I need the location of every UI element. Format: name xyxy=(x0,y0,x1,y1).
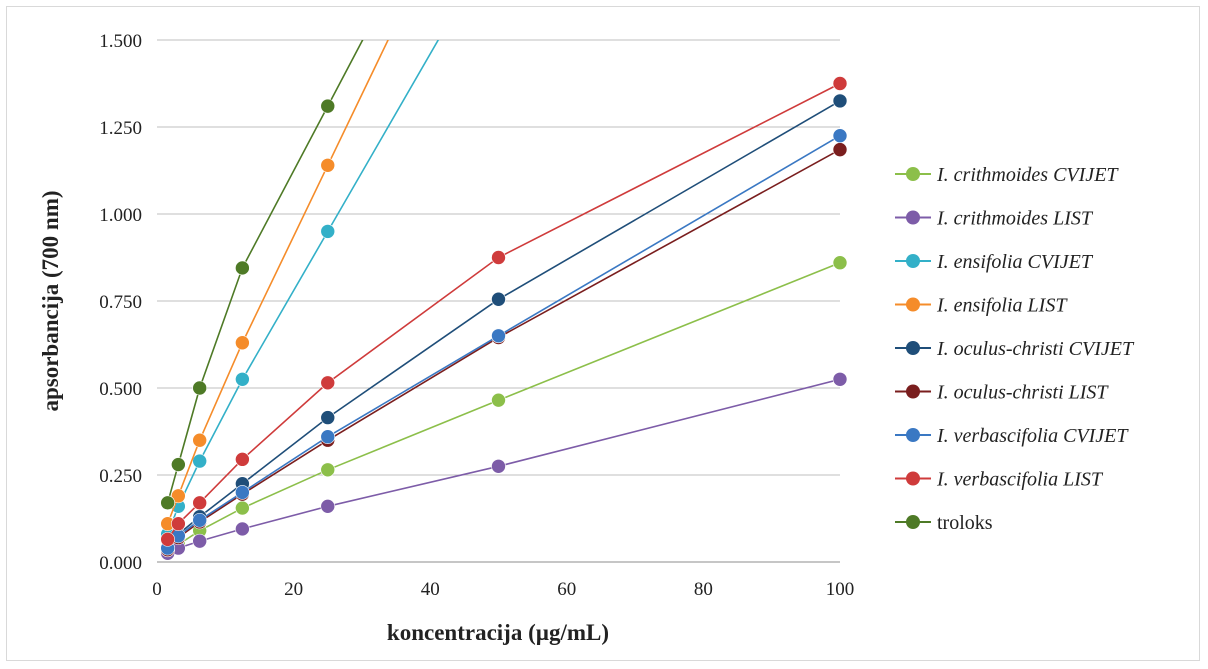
legend-label: I. crithmoides LIST xyxy=(936,208,1094,230)
data-point xyxy=(832,128,848,143)
series-5 xyxy=(160,142,848,558)
series-line xyxy=(167,261,841,554)
data-point xyxy=(832,142,848,157)
legend-entry: I. ensifolia LIST xyxy=(895,295,1068,317)
data-point xyxy=(235,521,250,537)
data-point xyxy=(320,410,336,425)
legend-swatch-marker xyxy=(906,471,920,486)
series-layer xyxy=(160,40,848,561)
legend-entry: I. oculus-christi CVIJET xyxy=(895,338,1135,360)
legend: I. crithmoides CVIJET I. crithmoides LIST… xyxy=(895,164,1135,534)
x-tick-label: 0 xyxy=(152,579,162,600)
data-point xyxy=(160,532,175,547)
y-tick-label: 0.750 xyxy=(99,292,142,313)
data-point xyxy=(192,512,207,528)
legend-label: I. verbascifolia LIST xyxy=(936,469,1104,491)
legend-entry: I. oculus-christi LIST xyxy=(895,382,1109,404)
legend-entry: troloks xyxy=(895,512,993,534)
data-point xyxy=(171,457,186,472)
x-tick-label: 40 xyxy=(421,579,440,600)
data-point xyxy=(235,371,250,387)
series-line xyxy=(166,40,440,535)
legend-swatch-marker xyxy=(906,297,920,312)
legend-label: I. oculus-christi LIST xyxy=(936,382,1109,404)
data-point xyxy=(832,76,848,91)
axes: 0.000 0.250 0.500 0.750 1.000 1.250 1.500 0 20 40… xyxy=(99,31,854,600)
y-axis-title: apsorbancija (700 nm) xyxy=(38,190,63,411)
data-point xyxy=(171,516,186,532)
data-point xyxy=(832,255,848,271)
legend-entry: I. crithmoides CVIJET xyxy=(895,164,1119,186)
y-tick-label: 1.000 xyxy=(99,205,142,226)
legend-swatch-marker xyxy=(906,384,920,399)
data-point xyxy=(491,392,506,408)
data-point xyxy=(320,224,336,239)
legend-swatch-marker xyxy=(906,515,920,529)
data-point xyxy=(491,328,506,344)
data-point xyxy=(160,495,175,511)
legend-label: I. ensifolia CVIJET xyxy=(936,251,1094,273)
legend-swatch-marker xyxy=(906,167,920,181)
legend-label: I. crithmoides CVIJET xyxy=(936,164,1119,186)
data-point xyxy=(192,380,207,396)
data-point xyxy=(235,452,250,467)
legend-label: I. oculus-christi CVIJET xyxy=(936,338,1135,360)
data-point xyxy=(491,291,506,307)
series-3 xyxy=(160,40,389,532)
legend-swatch-marker xyxy=(906,341,920,355)
series-2 xyxy=(160,40,440,542)
x-tick-label: 80 xyxy=(694,579,713,600)
legend-entry: I. verbascifolia LIST xyxy=(895,469,1104,491)
series-line xyxy=(167,100,841,549)
data-point xyxy=(192,432,207,448)
data-point xyxy=(491,250,506,265)
legend-swatch-marker xyxy=(906,210,920,225)
legend-entry: I. ensifolia CVIJET xyxy=(895,251,1094,273)
x-tick-label: 60 xyxy=(557,579,576,600)
data-point xyxy=(320,98,336,114)
series-4 xyxy=(160,93,848,556)
data-point xyxy=(235,485,250,500)
x-tick-label: 20 xyxy=(284,579,303,600)
legend-label: troloks xyxy=(937,512,993,534)
data-point xyxy=(192,453,207,469)
y-tick-label: 0.250 xyxy=(99,466,142,487)
chart-frame xyxy=(6,6,1200,661)
data-point xyxy=(320,462,336,478)
data-point xyxy=(235,335,250,351)
legend-swatch-marker xyxy=(906,254,920,268)
legend-label: I. ensifolia LIST xyxy=(936,295,1068,317)
data-point xyxy=(192,533,207,549)
data-point xyxy=(235,260,250,276)
legend-entry: I. verbascifolia CVIJET xyxy=(895,425,1129,447)
data-point xyxy=(832,371,848,387)
legend-swatch-marker xyxy=(906,428,920,442)
gridlines xyxy=(157,39,840,476)
x-tick-label: 100 xyxy=(826,579,855,600)
legend-label: I. verbascifolia CVIJET xyxy=(936,425,1129,447)
y-tick-label: 0.000 xyxy=(99,553,142,574)
series-line xyxy=(167,148,841,551)
legend-entry: I. crithmoides LIST xyxy=(895,208,1094,230)
data-point xyxy=(320,157,336,173)
y-tick-label: 1.500 xyxy=(99,31,142,52)
data-point xyxy=(192,495,207,511)
y-tick-label: 1.250 xyxy=(99,118,142,139)
y-tick-label: 0.500 xyxy=(99,379,142,400)
data-point xyxy=(171,488,186,504)
data-point xyxy=(832,93,848,109)
series-line xyxy=(166,40,364,504)
data-point xyxy=(320,499,336,514)
data-point xyxy=(320,429,336,445)
data-point xyxy=(491,458,506,474)
series-1 xyxy=(160,371,848,561)
data-point xyxy=(235,500,250,516)
series-8 xyxy=(160,40,364,511)
data-point xyxy=(320,375,336,391)
x-axis-title: koncentracija (µg/mL) xyxy=(387,620,609,645)
series-7 xyxy=(160,76,848,547)
